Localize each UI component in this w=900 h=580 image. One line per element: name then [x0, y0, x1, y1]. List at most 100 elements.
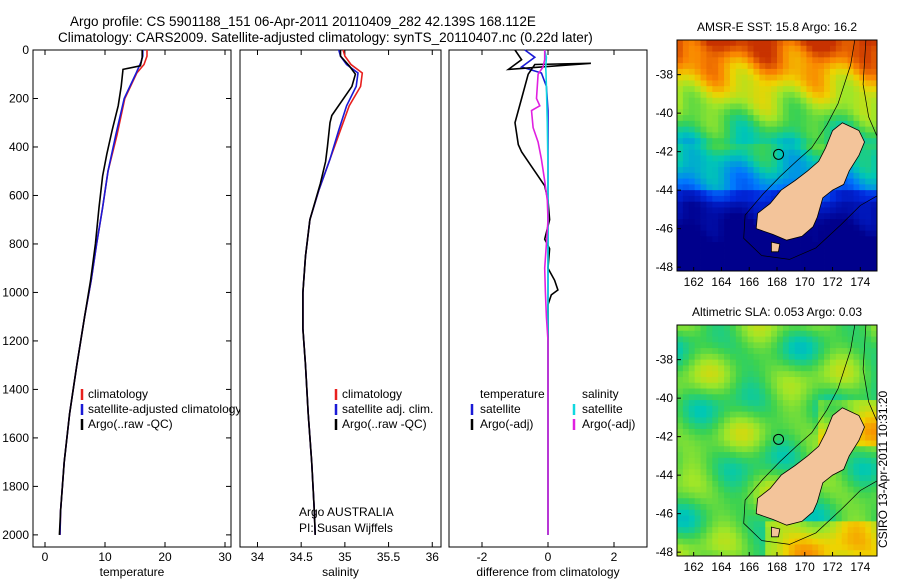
map-cell: [765, 109, 772, 116]
map-cell: [759, 521, 766, 528]
map-cell: [818, 230, 825, 237]
map-cell: [818, 538, 825, 545]
map-cell: [759, 538, 766, 545]
map-cell: [771, 544, 778, 551]
map-cell: [794, 452, 801, 459]
map-cell: [718, 411, 725, 418]
map-cell: [829, 382, 837, 389]
map-cell: [735, 247, 743, 255]
map-cell: [859, 382, 866, 389]
map-cell: [800, 336, 807, 343]
map-cell: [712, 486, 719, 493]
map-cell: [800, 434, 807, 441]
map-cell: [712, 207, 719, 214]
map-cell: [859, 115, 866, 122]
map-cell: [777, 40, 784, 47]
map-cell: [729, 371, 737, 378]
map-cell: [735, 411, 743, 418]
map-y-tick-label: -46: [656, 222, 674, 236]
map-cell: [871, 190, 878, 197]
map-cell: [847, 265, 854, 272]
map-cell: [677, 492, 684, 499]
map-cell: [759, 68, 766, 76]
map-cell: [682, 224, 690, 231]
map-cell: [818, 492, 825, 499]
map-cell: [847, 259, 854, 266]
map-cell: [847, 550, 854, 557]
map-cell: [747, 115, 754, 122]
map-cell: [806, 428, 813, 436]
map-cell: [782, 544, 790, 551]
map-cell: [871, 550, 878, 557]
map-cell: [765, 440, 772, 447]
map-cell: [735, 68, 743, 76]
map-cell: [694, 446, 701, 453]
legend-title: temperature: [480, 387, 545, 401]
map-cell: [706, 45, 713, 52]
map-cell: [724, 405, 731, 413]
map-cell: [747, 446, 754, 453]
map-cell: [724, 230, 731, 237]
map-y-tick-label: -44: [656, 183, 674, 197]
map-cell: [759, 40, 766, 47]
map-cell: [853, 259, 860, 266]
map-cell: [777, 242, 784, 249]
map-cell: [753, 336, 760, 343]
map-cell: [677, 330, 684, 337]
map-cell: [788, 259, 796, 266]
map-cell: [694, 527, 701, 534]
map-cell: [853, 498, 860, 505]
map-cell: [700, 405, 707, 413]
map-cell: [741, 45, 748, 52]
map-cell: [800, 40, 807, 47]
map-cell: [794, 253, 801, 260]
map-cell: [729, 40, 737, 47]
map-cell: [812, 242, 819, 249]
map-cell: [865, 109, 872, 116]
map-cell: [677, 521, 684, 528]
map-cell: [706, 365, 713, 372]
map-cell: [753, 155, 760, 162]
map-cell: [835, 45, 843, 52]
map-cell: [765, 550, 772, 557]
map-cell: [771, 365, 778, 372]
map-cell: [677, 120, 684, 128]
map-cell: [765, 342, 772, 349]
map-cell: [841, 86, 848, 93]
map-cell: [871, 213, 878, 220]
map-cell: [759, 348, 766, 355]
map-cell: [777, 400, 784, 407]
map-cell: [712, 325, 719, 332]
map-cell: [812, 423, 819, 430]
map-cell: [677, 365, 684, 372]
map-cell: [729, 190, 737, 197]
map-cell: [859, 236, 866, 243]
map-cell: [724, 149, 731, 156]
map-cell: [753, 115, 760, 122]
map-cell: [835, 219, 843, 226]
map-cell: [871, 532, 878, 540]
map-cell: [835, 86, 843, 93]
profile-panel-1: 0 10 20 30020040060080010001200140016001800…: [2, 43, 241, 579]
map-cell: [859, 97, 866, 104]
map-cell: [871, 400, 878, 407]
map-cell: [812, 411, 819, 418]
map-cell: [812, 353, 819, 361]
map-cell: [818, 532, 825, 540]
map-cell: [847, 532, 854, 540]
map-cell: [759, 411, 766, 418]
map-x-tick-label: 170: [795, 560, 815, 574]
map-cell: [741, 91, 748, 99]
map-cell: [741, 51, 748, 58]
map-cell: [835, 550, 843, 557]
map-cell: [694, 45, 701, 52]
map-cell: [800, 45, 807, 52]
map-cell: [747, 423, 754, 430]
map-cell: [706, 51, 713, 58]
map-cell: [735, 382, 743, 389]
map-cell: [688, 74, 696, 81]
map-cell: [753, 365, 760, 372]
map-cell: [871, 353, 878, 361]
map-cell: [794, 167, 801, 174]
map-cell: [771, 382, 778, 389]
